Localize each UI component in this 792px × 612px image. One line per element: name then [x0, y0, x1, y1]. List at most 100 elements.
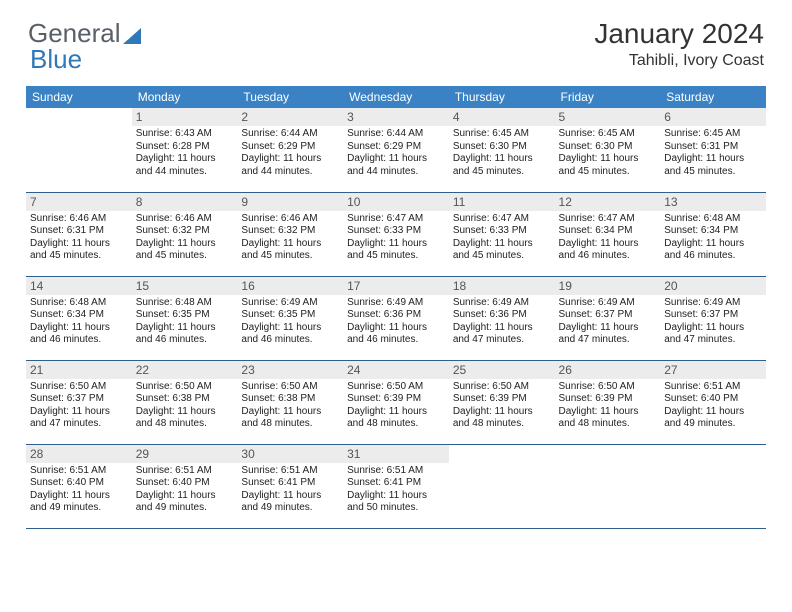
day-number: 9	[237, 193, 343, 211]
sunset-text: Sunset: 6:35 PM	[136, 309, 234, 322]
sunset-text: Sunset: 6:39 PM	[559, 393, 657, 406]
sunset-text: Sunset: 6:30 PM	[559, 141, 657, 154]
day-details: Sunrise: 6:50 AMSunset: 6:39 PMDaylight:…	[449, 379, 555, 435]
calendar-day-cell	[660, 444, 766, 528]
day-number: 6	[660, 108, 766, 126]
day-number: 27	[660, 361, 766, 379]
logo-text-2: Blue	[30, 44, 82, 75]
calendar-day-cell: 27Sunrise: 6:51 AMSunset: 6:40 PMDayligh…	[660, 360, 766, 444]
day-number: 17	[343, 277, 449, 295]
sunrise-text: Sunrise: 6:50 AM	[453, 381, 551, 394]
sunset-text: Sunset: 6:35 PM	[241, 309, 339, 322]
daylight-text: Daylight: 11 hours and 46 minutes.	[347, 322, 445, 347]
day-number: 21	[26, 361, 132, 379]
day-number: 15	[132, 277, 238, 295]
daylight-text: Daylight: 11 hours and 49 minutes.	[30, 490, 128, 515]
sunrise-text: Sunrise: 6:51 AM	[664, 381, 762, 394]
calendar-day-cell: 12Sunrise: 6:47 AMSunset: 6:34 PMDayligh…	[555, 192, 661, 276]
day-details: Sunrise: 6:50 AMSunset: 6:39 PMDaylight:…	[343, 379, 449, 435]
calendar-day-cell: 1Sunrise: 6:43 AMSunset: 6:28 PMDaylight…	[132, 108, 238, 192]
calendar-day-cell: 23Sunrise: 6:50 AMSunset: 6:38 PMDayligh…	[237, 360, 343, 444]
day-details: Sunrise: 6:49 AMSunset: 6:37 PMDaylight:…	[660, 295, 766, 351]
day-details: Sunrise: 6:46 AMSunset: 6:32 PMDaylight:…	[132, 211, 238, 267]
day-details: Sunrise: 6:47 AMSunset: 6:33 PMDaylight:…	[343, 211, 449, 267]
calendar-day-cell: 26Sunrise: 6:50 AMSunset: 6:39 PMDayligh…	[555, 360, 661, 444]
day-number: 22	[132, 361, 238, 379]
calendar-day-cell: 11Sunrise: 6:47 AMSunset: 6:33 PMDayligh…	[449, 192, 555, 276]
daylight-text: Daylight: 11 hours and 45 minutes.	[453, 153, 551, 178]
day-details: Sunrise: 6:51 AMSunset: 6:40 PMDaylight:…	[660, 379, 766, 435]
day-number: 4	[449, 108, 555, 126]
sunset-text: Sunset: 6:36 PM	[453, 309, 551, 322]
sunset-text: Sunset: 6:38 PM	[136, 393, 234, 406]
day-number: 23	[237, 361, 343, 379]
calendar-day-cell: 21Sunrise: 6:50 AMSunset: 6:37 PMDayligh…	[26, 360, 132, 444]
day-number: 8	[132, 193, 238, 211]
calendar-week-row: 28Sunrise: 6:51 AMSunset: 6:40 PMDayligh…	[26, 444, 766, 528]
sunset-text: Sunset: 6:40 PM	[664, 393, 762, 406]
day-details: Sunrise: 6:43 AMSunset: 6:28 PMDaylight:…	[132, 126, 238, 182]
calendar-day-cell: 17Sunrise: 6:49 AMSunset: 6:36 PMDayligh…	[343, 276, 449, 360]
sunset-text: Sunset: 6:29 PM	[241, 141, 339, 154]
daylight-text: Daylight: 11 hours and 47 minutes.	[664, 322, 762, 347]
sunrise-text: Sunrise: 6:50 AM	[30, 381, 128, 394]
sunset-text: Sunset: 6:31 PM	[30, 225, 128, 238]
title-block: January 2024 Tahibli, Ivory Coast	[594, 18, 764, 70]
calendar-day-cell: 13Sunrise: 6:48 AMSunset: 6:34 PMDayligh…	[660, 192, 766, 276]
sunset-text: Sunset: 6:39 PM	[453, 393, 551, 406]
day-number: 28	[26, 445, 132, 463]
calendar-day-cell: 28Sunrise: 6:51 AMSunset: 6:40 PMDayligh…	[26, 444, 132, 528]
day-number: 26	[555, 361, 661, 379]
sunrise-text: Sunrise: 6:44 AM	[347, 128, 445, 141]
day-number: 19	[555, 277, 661, 295]
sunset-text: Sunset: 6:37 PM	[664, 309, 762, 322]
calendar-header-row: Sunday Monday Tuesday Wednesday Thursday…	[26, 86, 766, 108]
daylight-text: Daylight: 11 hours and 46 minutes.	[241, 322, 339, 347]
daylight-text: Daylight: 11 hours and 49 minutes.	[136, 490, 234, 515]
sunrise-text: Sunrise: 6:49 AM	[347, 297, 445, 310]
day-number: 16	[237, 277, 343, 295]
calendar-day-cell: 18Sunrise: 6:49 AMSunset: 6:36 PMDayligh…	[449, 276, 555, 360]
daylight-text: Daylight: 11 hours and 45 minutes.	[559, 153, 657, 178]
day-number: 12	[555, 193, 661, 211]
daylight-text: Daylight: 11 hours and 46 minutes.	[559, 238, 657, 263]
sunrise-text: Sunrise: 6:49 AM	[664, 297, 762, 310]
calendar-day-cell: 16Sunrise: 6:49 AMSunset: 6:35 PMDayligh…	[237, 276, 343, 360]
daylight-text: Daylight: 11 hours and 45 minutes.	[664, 153, 762, 178]
sunrise-text: Sunrise: 6:44 AM	[241, 128, 339, 141]
calendar-day-cell: 5Sunrise: 6:45 AMSunset: 6:30 PMDaylight…	[555, 108, 661, 192]
day-number: 7	[26, 193, 132, 211]
day-details: Sunrise: 6:48 AMSunset: 6:34 PMDaylight:…	[26, 295, 132, 351]
sunset-text: Sunset: 6:32 PM	[241, 225, 339, 238]
daylight-text: Daylight: 11 hours and 49 minutes.	[241, 490, 339, 515]
day-number: 11	[449, 193, 555, 211]
day-number: 20	[660, 277, 766, 295]
calendar-day-cell: 31Sunrise: 6:51 AMSunset: 6:41 PMDayligh…	[343, 444, 449, 528]
sunset-text: Sunset: 6:28 PM	[136, 141, 234, 154]
calendar-day-cell: 24Sunrise: 6:50 AMSunset: 6:39 PMDayligh…	[343, 360, 449, 444]
sunset-text: Sunset: 6:40 PM	[136, 477, 234, 490]
day-details: Sunrise: 6:47 AMSunset: 6:33 PMDaylight:…	[449, 211, 555, 267]
sunrise-text: Sunrise: 6:51 AM	[347, 465, 445, 478]
day-number: 14	[26, 277, 132, 295]
calendar-day-cell: 3Sunrise: 6:44 AMSunset: 6:29 PMDaylight…	[343, 108, 449, 192]
daylight-text: Daylight: 11 hours and 45 minutes.	[347, 238, 445, 263]
day-details: Sunrise: 6:51 AMSunset: 6:40 PMDaylight:…	[26, 463, 132, 519]
sunrise-text: Sunrise: 6:46 AM	[136, 213, 234, 226]
sunset-text: Sunset: 6:37 PM	[559, 309, 657, 322]
daylight-text: Daylight: 11 hours and 48 minutes.	[347, 406, 445, 431]
sunrise-text: Sunrise: 6:49 AM	[453, 297, 551, 310]
weekday-header: Monday	[132, 86, 238, 108]
day-number: 5	[555, 108, 661, 126]
day-details: Sunrise: 6:45 AMSunset: 6:31 PMDaylight:…	[660, 126, 766, 182]
sunset-text: Sunset: 6:41 PM	[241, 477, 339, 490]
daylight-text: Daylight: 11 hours and 48 minutes.	[136, 406, 234, 431]
sunset-text: Sunset: 6:29 PM	[347, 141, 445, 154]
daylight-text: Daylight: 11 hours and 47 minutes.	[453, 322, 551, 347]
calendar-day-cell	[555, 444, 661, 528]
sunset-text: Sunset: 6:34 PM	[559, 225, 657, 238]
location-label: Tahibli, Ivory Coast	[594, 52, 764, 70]
day-number: 31	[343, 445, 449, 463]
day-number: 25	[449, 361, 555, 379]
day-details: Sunrise: 6:46 AMSunset: 6:31 PMDaylight:…	[26, 211, 132, 267]
